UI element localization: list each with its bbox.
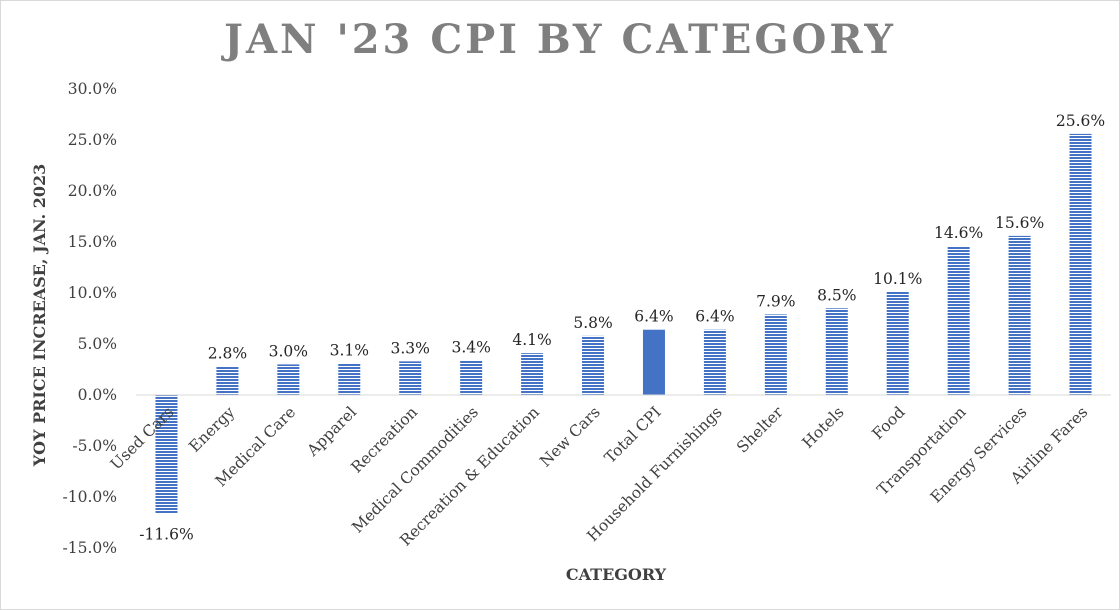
y-tick-label: 20.0% xyxy=(68,182,117,200)
data-label: 4.1% xyxy=(512,331,551,349)
category-label: Medical Commodities xyxy=(348,403,482,537)
bar xyxy=(399,361,422,395)
data-label: 15.6% xyxy=(995,214,1044,232)
category-label: Shelter xyxy=(733,403,787,457)
y-tick-label: -5.0% xyxy=(72,437,117,455)
data-label: 8.5% xyxy=(817,286,856,304)
data-labels: -11.6% 2.8% 3.0% 3.1% 3.3% 3.4% 4.1% 5.8% 6.4% 6.… xyxy=(139,112,1105,543)
data-label: 3.3% xyxy=(391,339,430,357)
bar xyxy=(642,329,665,395)
chart-title: JAN '23 CPI BY CATEGORY xyxy=(221,16,896,63)
bar xyxy=(582,335,605,395)
data-label: 14.6% xyxy=(934,224,983,242)
y-tick-label: -10.0% xyxy=(63,488,117,506)
bar xyxy=(1069,133,1092,395)
bar xyxy=(277,364,300,395)
bar xyxy=(825,308,848,395)
bar xyxy=(703,329,726,395)
data-label: 6.4% xyxy=(695,308,734,326)
y-axis: -15.0% -10.0% -5.0% 0.0% 5.0% 10.0% 15.0% 20.0%… xyxy=(63,80,117,557)
bar xyxy=(460,360,483,395)
bar xyxy=(338,363,361,395)
y-axis-title: YOY PRICE INCREASE, JAN. 2023 xyxy=(30,164,49,468)
y-tick-label: 10.0% xyxy=(68,284,117,302)
data-label: 2.8% xyxy=(208,344,247,362)
bar xyxy=(155,395,178,514)
bar xyxy=(764,314,787,395)
category-label: New Cars xyxy=(536,403,603,470)
data-label: 3.4% xyxy=(451,338,490,356)
y-tick-label: -15.0% xyxy=(63,539,117,557)
bar xyxy=(521,353,544,395)
x-axis-title: CATEGORY xyxy=(566,565,667,584)
y-tick-label: 5.0% xyxy=(78,335,117,353)
data-label: -11.6% xyxy=(139,525,193,543)
data-label: 25.6% xyxy=(1056,112,1105,130)
data-label: 6.4% xyxy=(634,308,673,326)
y-tick-label: 15.0% xyxy=(68,233,117,251)
data-label: 3.1% xyxy=(330,341,369,359)
bar xyxy=(216,366,239,395)
category-label: Hotels xyxy=(799,403,848,452)
y-tick-label: 0.0% xyxy=(78,386,117,404)
bar xyxy=(1008,235,1031,395)
bars xyxy=(155,133,1092,514)
bar xyxy=(886,291,909,395)
category-label: Energy xyxy=(186,403,239,456)
data-label: 5.8% xyxy=(573,314,612,332)
data-label: 7.9% xyxy=(756,292,795,310)
data-label: 3.0% xyxy=(269,342,308,360)
category-label: Apparel xyxy=(303,403,360,460)
data-label: 10.1% xyxy=(873,270,922,288)
category-label: Total CPI xyxy=(601,403,665,467)
y-tick-label: 25.0% xyxy=(68,131,117,149)
category-label: Food xyxy=(869,403,909,443)
y-tick-label: 30.0% xyxy=(68,80,117,98)
bar xyxy=(947,246,970,395)
